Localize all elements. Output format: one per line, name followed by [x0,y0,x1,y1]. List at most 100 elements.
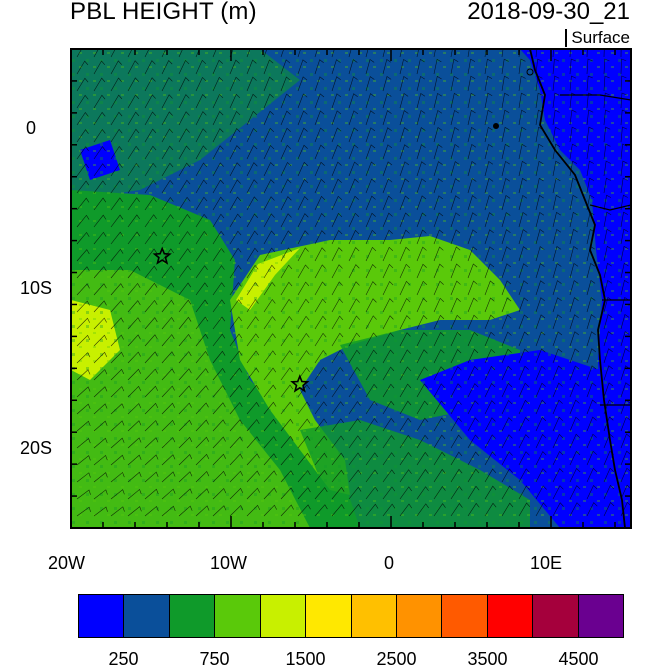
colorbar-box [487,595,534,637]
wind-barb [518,92,526,109]
wind-barb [586,399,597,415]
wind-barb [246,281,259,296]
wind-barb [586,126,594,143]
wind-barb [161,316,175,330]
wind-barb [76,420,91,432]
wind-barb [297,435,311,449]
colorbar-label: 2500 [376,649,417,667]
wind-barb [93,334,107,347]
wind-barb [467,314,478,330]
wind-barb [450,212,461,228]
wind-barb [93,214,107,228]
wind-barb [127,180,140,194]
wind-barb [365,332,377,347]
wind-barb [518,417,530,432]
wind-barb [603,297,613,313]
wind-barb [501,502,514,517]
wind-barb [212,350,226,364]
wind-barb [348,93,358,109]
wind-barb [76,283,90,296]
wind-barb [382,212,393,228]
wind-barb [399,417,412,432]
wind-barb [314,178,326,194]
wind-barb [569,467,581,483]
wind-barb [416,451,429,466]
wind-barb [348,486,362,500]
wind-barb [314,487,328,500]
axis-ticks [70,48,631,529]
wind-barb [348,178,359,194]
wind-barb [297,230,309,245]
wind-barb [297,452,311,466]
wind-barb [365,435,378,449]
wind-barb [263,49,268,58]
wind-barb [280,179,292,194]
wind-barb [161,179,174,194]
wind-barb [212,488,227,500]
wind-barb [212,213,225,228]
wind-barb [552,177,561,194]
wind-barb [229,402,243,415]
wind-barb [535,382,546,398]
wind-barb [552,211,561,228]
wind-barb [127,162,140,177]
wind-barb [552,263,562,279]
wind-barb [603,228,612,245]
wind-barb [467,49,470,58]
wind-barb [586,49,588,58]
level-label: Surface [565,29,630,47]
wind-barb [263,230,275,245]
wind-barb [416,503,429,517]
wind-barb [246,487,260,500]
wind-barb [195,76,207,92]
wind-barb [212,162,224,177]
wind-barb [161,334,175,347]
wind-barb [263,162,275,177]
wind-barb [586,450,597,466]
wind-barb [569,126,577,143]
wind-barb [569,297,579,313]
colorbar-box [124,595,170,637]
wind-barb [433,314,445,330]
wind-barb [297,281,310,296]
wind-barb [314,315,327,330]
wind-barb [212,230,225,245]
wind-barb [620,331,630,347]
wind-barb [263,127,275,143]
wind-barb [297,332,310,347]
colorbar-box [396,595,443,637]
wind-barb [263,470,277,483]
wind-barb [93,231,107,245]
wind-barb [229,453,243,466]
wind-barb [110,283,124,296]
wind-barb [433,58,442,75]
wind-barb [246,333,259,347]
wind-barb [552,314,562,330]
wind-barb [365,144,376,160]
wind-barb [586,211,595,228]
wind-barb [518,399,530,415]
star-marker [290,374,310,393]
wind-barb [450,400,462,415]
colorbar-box [306,595,352,637]
wind-barb [603,194,612,211]
wind-barb [603,143,611,160]
wind-barb [501,297,512,313]
wind-barb [552,92,560,109]
wind-barb [76,300,90,313]
wind-barb [331,332,344,347]
wind-barb [501,348,512,364]
wind-barb [263,247,276,262]
wind-barb [603,348,613,364]
wind-barb [110,437,125,449]
wind-barb [297,127,308,143]
wind-barb [365,298,377,313]
wind-barb [144,488,159,500]
wind-barb [552,126,560,143]
wind-barb [229,230,242,245]
wind-barb [297,161,309,177]
wind-barb [331,76,341,92]
wind-barb [110,300,124,313]
wind-barb [535,280,545,296]
wind-barb [484,246,494,262]
